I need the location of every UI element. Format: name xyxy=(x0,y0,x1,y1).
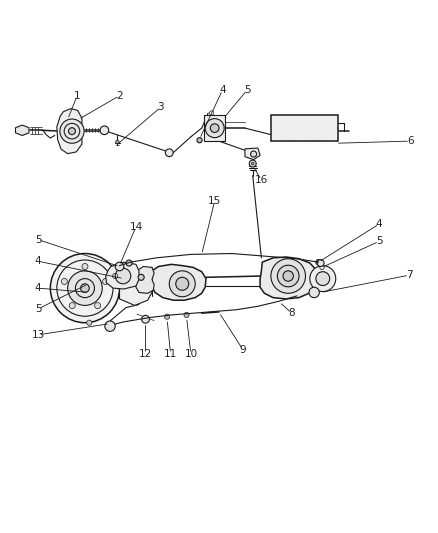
Text: 16: 16 xyxy=(255,175,268,185)
Text: 4: 4 xyxy=(35,283,42,293)
Text: 8: 8 xyxy=(288,308,295,318)
Circle shape xyxy=(95,303,101,309)
Text: 5: 5 xyxy=(244,85,251,95)
Circle shape xyxy=(210,124,219,132)
Circle shape xyxy=(205,119,224,138)
Circle shape xyxy=(251,162,254,165)
Circle shape xyxy=(176,277,189,290)
Circle shape xyxy=(141,316,149,323)
Circle shape xyxy=(68,128,75,135)
Text: 14: 14 xyxy=(129,222,143,232)
Polygon shape xyxy=(152,264,206,300)
Text: 6: 6 xyxy=(407,136,413,146)
Circle shape xyxy=(102,278,109,285)
Text: 3: 3 xyxy=(157,102,164,112)
Text: 4: 4 xyxy=(35,256,42,266)
Circle shape xyxy=(197,138,202,143)
Circle shape xyxy=(115,262,124,271)
Circle shape xyxy=(126,260,132,266)
Text: 12: 12 xyxy=(139,349,152,359)
Text: 2: 2 xyxy=(116,91,123,101)
Polygon shape xyxy=(204,115,226,141)
Text: 15: 15 xyxy=(208,196,221,206)
Circle shape xyxy=(138,274,144,280)
Text: 5: 5 xyxy=(376,237,382,246)
Circle shape xyxy=(50,254,120,322)
Circle shape xyxy=(100,126,109,135)
Circle shape xyxy=(277,265,299,287)
Text: 5: 5 xyxy=(35,304,42,314)
Text: 11: 11 xyxy=(164,349,177,359)
Polygon shape xyxy=(15,125,29,135)
Circle shape xyxy=(317,260,324,266)
Circle shape xyxy=(249,160,256,167)
Circle shape xyxy=(60,119,84,143)
Circle shape xyxy=(105,321,115,332)
Circle shape xyxy=(184,312,189,318)
Circle shape xyxy=(283,271,293,281)
Polygon shape xyxy=(120,269,152,305)
Circle shape xyxy=(310,265,336,292)
Circle shape xyxy=(82,263,88,270)
Text: 13: 13 xyxy=(32,330,45,340)
Circle shape xyxy=(251,151,257,157)
Circle shape xyxy=(61,278,67,285)
Circle shape xyxy=(87,320,92,325)
Polygon shape xyxy=(245,148,260,160)
Circle shape xyxy=(309,287,319,297)
Circle shape xyxy=(116,140,119,144)
Text: 4: 4 xyxy=(376,219,382,229)
Circle shape xyxy=(271,259,305,293)
Circle shape xyxy=(67,271,102,305)
Text: 10: 10 xyxy=(184,349,198,359)
Polygon shape xyxy=(135,266,154,293)
Circle shape xyxy=(316,272,330,286)
Circle shape xyxy=(169,271,195,297)
Polygon shape xyxy=(106,262,139,289)
Circle shape xyxy=(115,268,131,284)
Text: 7: 7 xyxy=(406,270,413,280)
Polygon shape xyxy=(260,257,318,299)
Polygon shape xyxy=(57,109,82,154)
Circle shape xyxy=(165,314,170,319)
Circle shape xyxy=(166,149,173,157)
Circle shape xyxy=(316,260,321,265)
Circle shape xyxy=(81,284,89,293)
Text: 4: 4 xyxy=(219,85,226,95)
Text: 1: 1 xyxy=(74,91,81,101)
Bar xyxy=(271,115,338,141)
Circle shape xyxy=(69,303,75,309)
Text: 5: 5 xyxy=(35,235,42,245)
Text: 9: 9 xyxy=(240,344,246,354)
